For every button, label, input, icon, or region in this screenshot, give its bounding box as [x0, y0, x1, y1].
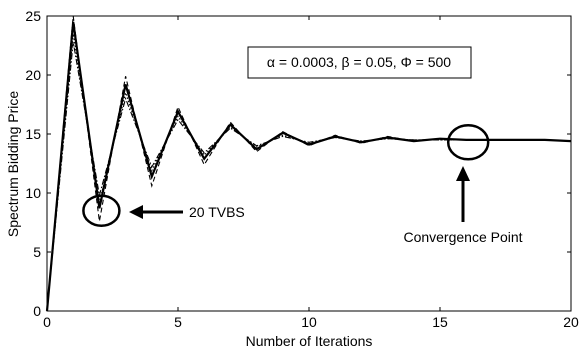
- y-tick-label: 10: [25, 185, 41, 201]
- params-text: α = 0.0003, β = 0.05, Φ = 500: [267, 54, 451, 70]
- convergence-arrowhead: [456, 166, 470, 181]
- x-axis-title: Number of Iterations: [246, 333, 373, 349]
- tvbs-arrowhead: [129, 205, 143, 219]
- tvbs-label: 20 TVBS: [189, 204, 245, 220]
- y-tick-label: 0: [33, 303, 41, 319]
- y-axis-title: Spectrum Bidding Price: [5, 91, 21, 238]
- y-tick-label: 15: [25, 126, 41, 142]
- y-tick-label: 25: [25, 8, 41, 24]
- chart-ticks: 0 5 10 15 20 0 5 10 15 20 25: [25, 8, 579, 330]
- x-tick-label: 5: [174, 314, 182, 330]
- tvbs-annotation: 20 TVBS: [82, 194, 245, 227]
- x-tick-label: 10: [301, 314, 317, 330]
- convergence-circle: [446, 124, 490, 161]
- params-box: α = 0.0003, β = 0.05, Φ = 500: [247, 46, 472, 79]
- x-tick-label: 15: [432, 314, 448, 330]
- series-line-solid: [45, 21, 572, 312]
- y-tick-label: 5: [33, 244, 41, 260]
- convergence-annotation: Convergence Point: [403, 124, 523, 245]
- y-tick-label: 20: [25, 67, 41, 83]
- chart-marks: [45, 15, 572, 312]
- tvbs-circle: [82, 194, 121, 227]
- x-tick-label: 20: [563, 314, 579, 330]
- x-tick-label: 0: [43, 314, 51, 330]
- convergence-label: Convergence Point: [403, 229, 522, 245]
